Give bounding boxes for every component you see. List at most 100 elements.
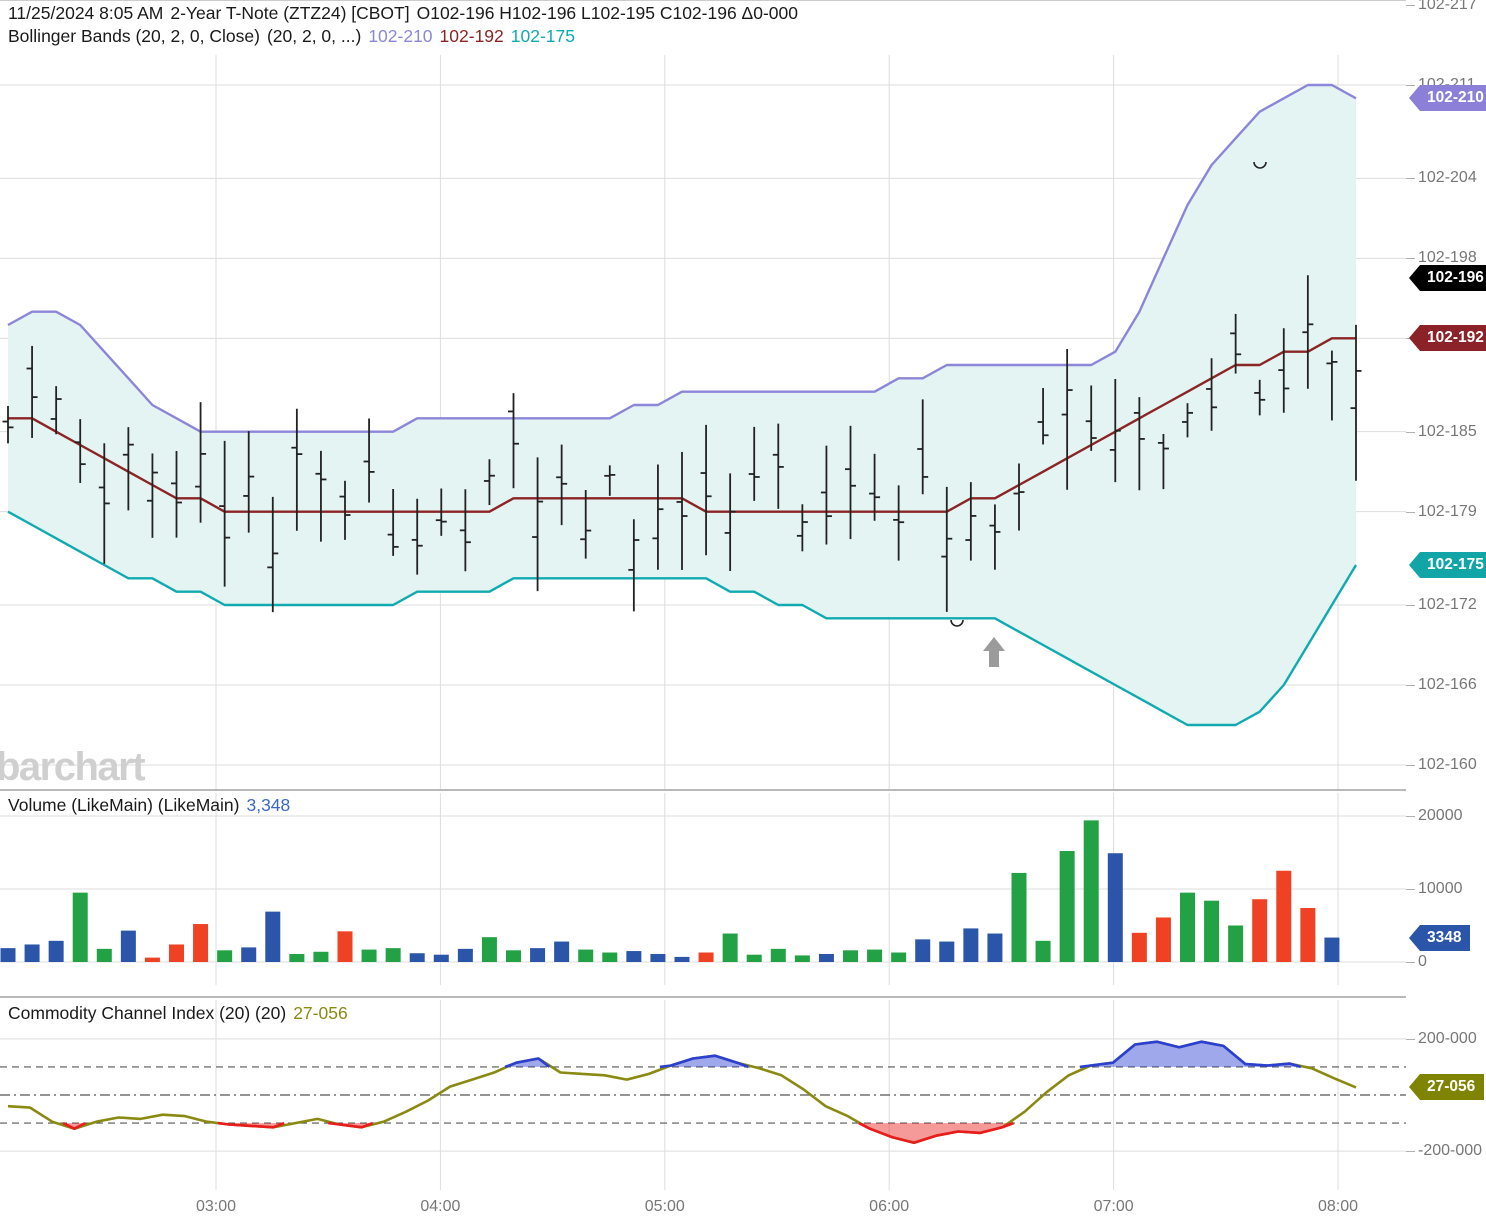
time-axis-label: 08:00 xyxy=(1317,1198,1359,1215)
volume-bar xyxy=(313,951,329,962)
cci-pane-title: Commodity Channel Index (20) (20) 27-056 xyxy=(8,1003,348,1024)
volume-bar xyxy=(1228,925,1244,962)
volume-bar xyxy=(72,892,88,962)
volume-bar xyxy=(578,949,594,962)
volume-bar xyxy=(602,952,618,962)
volume-bar xyxy=(1155,917,1171,962)
volume-axis-tick: 20000 xyxy=(1418,807,1463,824)
volume-bar xyxy=(818,953,834,962)
bollinger-lower-value: 102-175 xyxy=(510,26,576,46)
volume-bar xyxy=(1204,900,1220,962)
price-axis-tick: 102-179 xyxy=(1418,502,1477,520)
tag-pointer xyxy=(1409,265,1420,292)
price-axis-tick: 102-217 xyxy=(1418,0,1477,13)
bb-middle-price-tag[interactable]: 102-192 xyxy=(1409,325,1486,352)
volume-bar xyxy=(433,954,449,962)
volume-bar xyxy=(0,948,16,962)
pane-divider-2 xyxy=(0,996,1486,998)
volume-bar xyxy=(481,937,497,962)
right-value-axis[interactable]: 102-217102-211102-204102-198102-192102-1… xyxy=(1406,0,1486,1226)
price-axis-tick: 102-166 xyxy=(1418,676,1477,693)
axis-tickmark xyxy=(1406,5,1415,6)
volume-bar xyxy=(770,948,786,962)
price-axis-tick: 102-198 xyxy=(1418,249,1477,267)
volume-bar xyxy=(1035,940,1051,962)
volume-bar xyxy=(120,930,136,962)
axis-tickmark xyxy=(1406,765,1415,766)
bb-lower-price-tag[interactable]: 102-175 xyxy=(1409,552,1486,578)
chart-header-quote-line: 11/25/2024 8:05 AM 2-Year T-Note (ZTZ24) … xyxy=(8,3,798,24)
volume-bar xyxy=(385,948,401,962)
volume-bar xyxy=(626,951,642,962)
axis-tickmark xyxy=(1406,1038,1415,1040)
header-symbol: 2-Year T-Note (ZTZ24) [CBOT] xyxy=(170,3,410,23)
chart-header-indicator-line: Bollinger Bands (20, 2, 0, Close) (20, 2,… xyxy=(8,26,575,47)
tag-pointer xyxy=(1409,552,1420,578)
volume-bar xyxy=(794,955,810,962)
cci-axis-tick: 200-000 xyxy=(1418,1029,1477,1047)
bollinger-label[interactable]: Bollinger Bands (20, 2, 0, Close) xyxy=(8,26,260,46)
volume-bar xyxy=(1276,870,1292,962)
cci-chart-svg xyxy=(0,1000,1406,1190)
volume-bar xyxy=(48,940,64,962)
axis-divider xyxy=(0,0,1486,1)
volume-bar xyxy=(722,933,738,962)
cci-current-value: 27-056 xyxy=(293,1003,348,1023)
volume-bar xyxy=(409,953,425,962)
volume-bar xyxy=(1107,853,1123,962)
price-axis-tick: 102-204 xyxy=(1418,169,1477,187)
time-axis-label: 05:00 xyxy=(644,1198,685,1215)
volume-pane-title: Volume (LikeMain) (LikeMain) 3,348 xyxy=(8,795,290,816)
last-price-tag[interactable]: 102-196 xyxy=(1409,265,1486,292)
volume-bar xyxy=(963,928,979,962)
volume-title-label[interactable]: Volume (LikeMain) (LikeMain) xyxy=(8,795,240,815)
price-axis-tick: 102-185 xyxy=(1418,422,1477,440)
volume-bar xyxy=(265,911,281,962)
volume-chart-svg xyxy=(0,793,1406,985)
volume-bar xyxy=(987,933,1003,962)
bollinger-upper-value: 102-210 xyxy=(368,26,433,46)
volume-bar xyxy=(506,950,521,962)
price-axis-tick: 102-172 xyxy=(1418,596,1477,613)
price-pane[interactable] xyxy=(0,55,1406,790)
cci-title-label[interactable]: Commodity Channel Index (20) (20) xyxy=(8,1003,287,1023)
bollinger-middle-value: 102-192 xyxy=(439,26,504,46)
time-axis-label: 06:00 xyxy=(869,1198,910,1215)
volume-bar xyxy=(337,931,353,962)
volume-bar xyxy=(24,944,40,962)
bb-upper-price-tag[interactable]: 102-210 xyxy=(1409,85,1486,112)
volume-bar xyxy=(457,948,473,962)
volume-pane[interactable] xyxy=(0,793,1406,985)
tag-pointer xyxy=(1409,325,1420,352)
axis-tickmark xyxy=(1406,685,1415,686)
volume-bar xyxy=(169,944,184,962)
volume-bar xyxy=(1300,907,1316,962)
cci-value-tag[interactable]: 27-056 xyxy=(1408,1074,1485,1101)
volume-bar xyxy=(530,948,546,962)
cci-pane[interactable] xyxy=(0,1000,1406,1190)
up-arrow-annotation xyxy=(983,637,1005,667)
price-chart-svg xyxy=(0,55,1406,790)
axis-tickmark xyxy=(1406,178,1415,180)
volume-bar xyxy=(554,941,570,962)
tag-pointer xyxy=(1409,1074,1420,1101)
volume-bar xyxy=(217,950,233,962)
axis-tickmark xyxy=(1406,1151,1415,1153)
volume-bar xyxy=(1252,899,1268,962)
volume-bar xyxy=(289,953,305,962)
header-datetime: 11/25/2024 8:05 AM xyxy=(8,3,164,23)
volume-bar xyxy=(241,947,257,962)
volume-value-tag[interactable]: 3348 xyxy=(1408,924,1471,951)
volume-bar xyxy=(891,952,907,962)
volume-bar xyxy=(361,949,377,962)
volume-current-value: 3,348 xyxy=(246,795,291,815)
header-ohlc: O102-196 H102-196 L102-195 C102-196 Δ0-0… xyxy=(416,3,799,23)
bottom-time-axis[interactable]: 03:00 04:00 05:00 06:00 07:00 08:00 xyxy=(0,1191,1486,1226)
pane-divider-1 xyxy=(0,789,1486,791)
axis-tickmark xyxy=(1406,431,1415,433)
volume-bar xyxy=(674,956,690,962)
volume-bar xyxy=(1059,851,1075,962)
volume-axis-tick: 0 xyxy=(1418,953,1427,970)
volume-bar xyxy=(1083,820,1099,962)
